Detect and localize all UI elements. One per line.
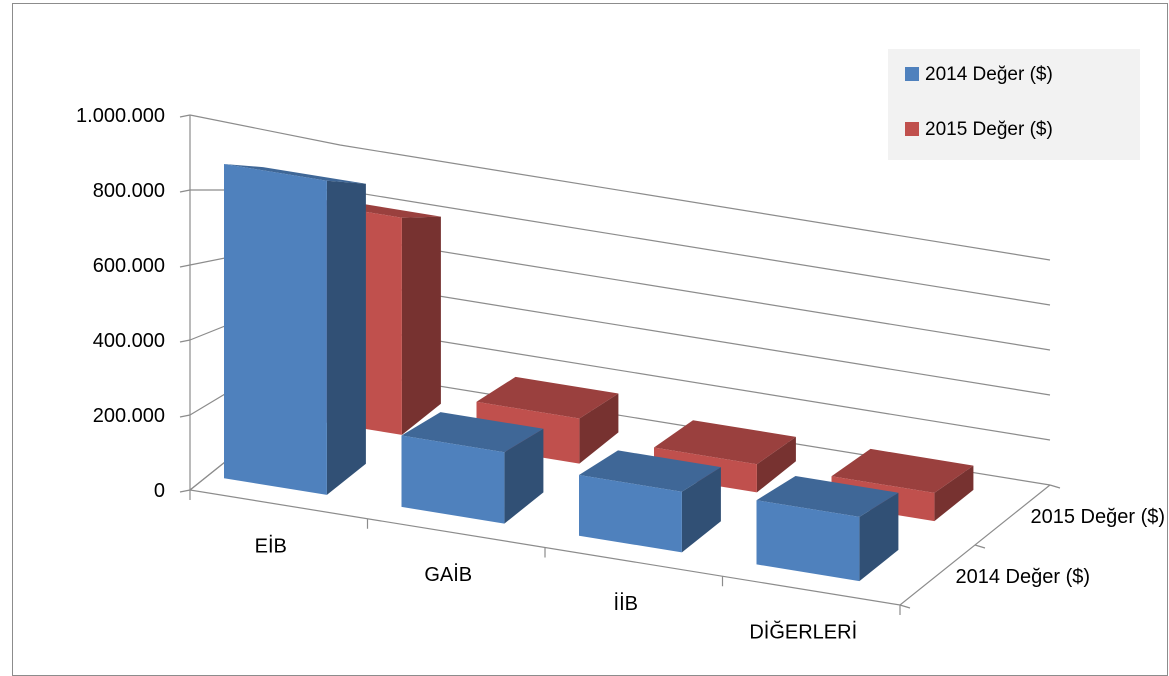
legend-box [888,49,1140,160]
y-tick-label: 800.000 [93,180,165,202]
y-tick-label: 600.000 [93,255,165,277]
legend-swatch [905,122,919,136]
legend-label: 2015 Değer ($) [925,119,1053,140]
bars [224,164,974,582]
bar-2014-2 [579,450,721,553]
y-tick-mark [179,489,191,493]
bar-2014-0 [224,164,366,495]
y-tick-label: 1.000.000 [76,105,165,127]
category-label: DİĞERLERİ [749,621,857,644]
axis-labels: 0 200.000 400.000 600.000 800.000 1.000.000 Eİ… [76,105,1165,644]
y-tick-label: 0 [154,480,165,502]
y-tick-mark [179,189,191,193]
y-tick-mark [179,339,191,343]
y-tick-mark [179,114,191,118]
depth-tick-mark [899,604,911,609]
legend-swatch [905,67,919,81]
y-tick-mark [179,264,191,268]
depth-label: 2014 Değer ($) [956,566,1091,588]
gridline-5 [189,114,1051,261]
depth-label: 2015 Değer ($) [1031,506,1166,528]
y-tick-mark [179,414,191,418]
category-label: EİB [255,534,287,557]
y-tick-label: 200.000 [93,405,165,427]
bar-2014-3 [756,476,899,582]
y-tick-label: 400.000 [93,330,165,352]
depth-tick-mark [974,544,986,549]
category-label: İİB [614,592,638,615]
legend-label: 2014 Değer ($) [925,64,1053,85]
legend: 2014 Değer ($) 2015 Değer ($) [888,49,1140,160]
depth-tick-mark [1049,484,1061,489]
bar-2014-1 [401,412,544,524]
category-label: GAİB [424,563,472,586]
